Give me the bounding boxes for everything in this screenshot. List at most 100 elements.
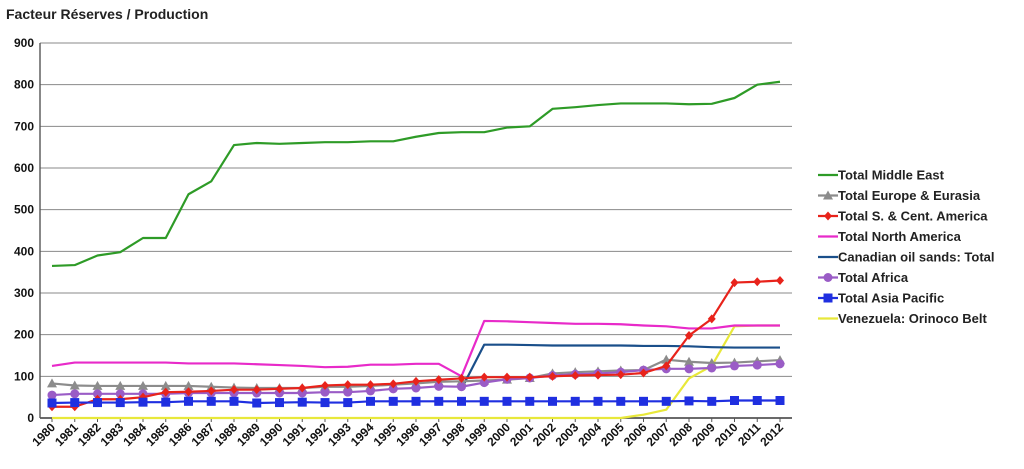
data-point-total-s-cent-america (207, 386, 216, 396)
legend-label: Total Africa (838, 270, 909, 285)
x-tick-label: 2003 (553, 420, 582, 449)
data-point-total-s-cent-america (776, 276, 784, 285)
x-tick-label: 1988 (211, 420, 240, 449)
data-point-total-s-cent-america (480, 372, 489, 382)
x-tick-label: 1993 (325, 420, 354, 449)
legend-marker (823, 293, 833, 303)
data-point-total-africa (320, 387, 330, 397)
x-tick-label: 1994 (348, 420, 377, 449)
series-line-venezuela-orinoco-belt (52, 324, 780, 420)
data-point-total-s-cent-america (571, 371, 580, 380)
data-point-total-africa (366, 386, 375, 396)
data-point-total-asia-pacific (366, 396, 375, 406)
y-tick-label: 200 (14, 328, 34, 342)
legend-label: Total S. & Cent. America (838, 209, 988, 224)
data-point-total-africa (457, 382, 466, 392)
legend-item-total-europe-eurasia: Total Europe & Eurasia (818, 188, 981, 203)
legend-item-total-north-america: Total North America (818, 229, 962, 244)
legend-item-total-asia-pacific: Total Asia Pacific (818, 291, 944, 306)
x-tick-label: 2000 (484, 420, 513, 449)
data-point-total-africa (775, 359, 785, 369)
chart-title: Facteur Réserves / Production (6, 6, 209, 22)
x-tick-label: 1987 (189, 420, 218, 449)
x-tick-label: 2008 (666, 420, 695, 449)
data-point-total-asia-pacific (616, 396, 626, 406)
data-point-total-asia-pacific (138, 397, 148, 407)
x-tick-label: 2007 (644, 420, 673, 449)
x-tick-label: 1995 (371, 420, 400, 449)
legend-label: Total Europe & Eurasia (838, 188, 981, 203)
x-tick-label: 1998 (439, 420, 468, 449)
data-point-total-s-cent-america (685, 331, 693, 340)
x-tick-label: 1985 (143, 420, 172, 449)
data-point-total-africa (707, 363, 717, 373)
data-point-total-asia-pacific (275, 398, 284, 408)
data-point-total-s-cent-america (321, 381, 329, 390)
legend-label: Canadian oil sands: Total (838, 250, 995, 265)
y-tick-label: 700 (14, 119, 34, 133)
legend-label: Venezuela: Orinoco Belt (838, 311, 987, 326)
data-point-total-asia-pacific (593, 396, 603, 406)
data-point-total-s-cent-america (753, 277, 762, 287)
x-tick-label: 1981 (52, 420, 81, 449)
data-point-total-africa (411, 383, 421, 393)
y-tick-label: 300 (14, 286, 34, 300)
x-tick-label: 2010 (712, 420, 741, 449)
x-tick-label: 1999 (462, 420, 491, 449)
data-point-total-asia-pacific (252, 398, 262, 408)
data-point-total-s-cent-america (389, 379, 398, 389)
y-tick-label: 800 (14, 78, 34, 92)
legend-item-total-middle-east: Total Middle East (818, 168, 945, 183)
legend-label: Total Asia Pacific (838, 291, 944, 306)
data-point-total-europe-eurasia (138, 380, 148, 390)
data-point-total-asia-pacific (502, 396, 512, 406)
data-point-total-europe-eurasia (47, 378, 57, 388)
y-tick-label: 400 (14, 244, 34, 258)
y-tick-label: 900 (14, 36, 34, 50)
data-point-total-asia-pacific (752, 396, 762, 405)
data-point-total-s-cent-america (275, 384, 284, 394)
data-point-total-asia-pacific (47, 398, 57, 408)
data-point-total-asia-pacific (161, 397, 171, 407)
data-point-total-asia-pacific (457, 396, 466, 406)
legend-item-total-s-cent-america: Total S. & Cent. America (818, 209, 988, 224)
series-line-total-north-america (51, 319, 780, 378)
x-tick-label: 1982 (75, 420, 104, 449)
data-point-total-s-cent-america (594, 370, 602, 380)
data-point-total-africa (70, 389, 80, 399)
legend-label: Total North America (838, 229, 962, 244)
data-point-total-africa (730, 361, 739, 371)
x-tick-label: 2012 (757, 420, 786, 449)
legend-label: Total Middle East (838, 168, 945, 183)
data-point-total-africa (47, 390, 57, 400)
data-point-total-europe-eurasia (115, 380, 126, 390)
data-point-total-s-cent-america (366, 380, 375, 390)
data-point-total-s-cent-america (707, 314, 716, 324)
data-point-total-asia-pacific (525, 396, 535, 406)
data-point-total-africa (343, 387, 353, 397)
data-point-total-s-cent-america (343, 380, 352, 390)
data-point-total-s-cent-america (730, 278, 739, 288)
data-point-total-asia-pacific (707, 396, 717, 406)
data-point-total-s-cent-america (616, 370, 625, 380)
data-point-total-asia-pacific (388, 396, 398, 406)
data-point-total-asia-pacific (229, 396, 239, 406)
data-point-total-s-cent-america (662, 361, 671, 371)
x-tick-label: 1990 (257, 420, 286, 449)
data-point-total-asia-pacific (570, 396, 580, 406)
legend-item-total-africa: Total Africa (818, 270, 909, 285)
series-canadian-oil-sands-total (460, 343, 780, 390)
data-point-total-asia-pacific (206, 396, 216, 406)
data-point-total-asia-pacific (70, 398, 80, 408)
data-point-total-europe-eurasia (160, 380, 171, 390)
data-point-total-africa (752, 360, 762, 370)
x-tick-label: 2006 (621, 420, 650, 449)
data-point-total-asia-pacific (661, 396, 671, 406)
data-point-total-africa (388, 384, 398, 394)
x-tick-label: 1989 (234, 420, 263, 449)
x-tick-label: 1992 (302, 420, 331, 449)
data-point-total-s-cent-america (252, 385, 261, 395)
data-point-total-asia-pacific (343, 398, 353, 408)
